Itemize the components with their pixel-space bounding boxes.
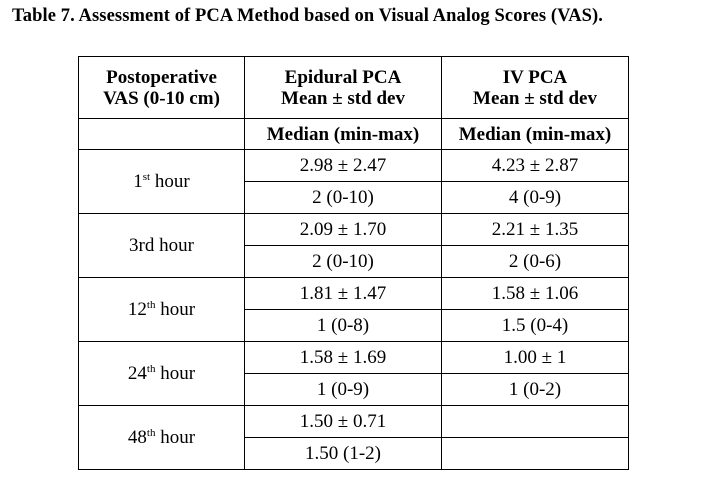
time-cell: 3rd hour — [78, 213, 245, 278]
epidural-median-cell: 1.50 (1-2) — [244, 437, 442, 470]
header-epidural: Epidural PCA Mean ± std dev — [244, 56, 442, 119]
epidural-mean-cell: 1.50 ± 0.71 — [244, 405, 442, 438]
time-unit: hour — [155, 299, 196, 320]
table-row: 24th hour 1.58 ± 1.69 1.00 ± 1 — [78, 341, 629, 406]
subheader-row: Median (min-max) Median (min-max) — [78, 118, 629, 150]
iv-mean-cell: 1.00 ± 1 — [441, 341, 629, 374]
epidural-median-cell: 2 (0-10) — [244, 245, 442, 278]
iv-median-cell: 4 (0-9) — [441, 181, 629, 214]
time-number: 1 — [133, 171, 143, 192]
table-row: 1.50 (1-2) — [79, 437, 629, 470]
subheader-iv-median: Median (min-max) — [441, 118, 629, 150]
time-ordinal: th — [146, 299, 156, 311]
time-ordinal: th — [146, 427, 156, 439]
table-row: 2 (0-10) 4 (0-9) — [79, 181, 629, 214]
header-row: Postoperative VAS (0-10 cm) Epidural PCA… — [78, 56, 629, 119]
epidural-mean-cell: 1.81 ± 1.47 — [244, 277, 442, 310]
header-epidural-line1: Epidural PCA — [284, 66, 402, 88]
header-epidural-line2: Mean ± std dev — [281, 87, 405, 109]
header-postoperative-line2: VAS (0-10 cm) — [103, 87, 220, 109]
header-iv-line1: IV PCA — [502, 66, 568, 88]
iv-median-cell: 1 (0-2) — [441, 373, 629, 406]
iv-mean-cell: 4.23 ± 2.87 — [441, 149, 629, 182]
table-row: 1 (0-8) 1.5 (0-4) — [79, 309, 629, 342]
table-caption: Table 7. Assessment of PCA Method based … — [12, 6, 604, 26]
time-number: 12 — [127, 299, 147, 320]
time-number: 3rd — [129, 235, 155, 256]
time-unit: hour — [154, 235, 194, 256]
time-unit: hour — [150, 171, 190, 192]
table-row: 12th hour 1.81 ± 1.47 1.58 ± 1.06 — [78, 277, 629, 342]
iv-median-cell: 2 (0-6) — [441, 245, 629, 278]
header-postoperative: Postoperative VAS (0-10 cm) — [78, 56, 245, 119]
iv-mean-cell: 2.21 ± 1.35 — [441, 213, 629, 246]
header-postoperative-line1: Postoperative — [106, 66, 217, 88]
subheader-epidural-median: Median (min-max) — [244, 118, 442, 150]
time-cell: 1st hour — [78, 149, 245, 214]
subheader-empty — [78, 118, 245, 150]
epidural-mean-cell: 2.98 ± 2.47 — [244, 149, 442, 182]
time-cell: 48th hour — [78, 405, 245, 470]
table-row: 1st hour 2.98 ± 2.47 4.23 ± 2.87 — [78, 149, 629, 214]
header-iv-line2: Mean ± std dev — [473, 87, 597, 109]
time-ordinal: st — [142, 171, 151, 183]
epidural-mean-cell: 1.58 ± 1.69 — [244, 341, 442, 374]
epidural-median-cell: 1 (0-9) — [244, 373, 442, 406]
iv-median-cell — [441, 437, 629, 470]
time-unit: hour — [155, 363, 196, 384]
epidural-mean-cell: 2.09 ± 1.70 — [244, 213, 442, 246]
time-unit: hour — [155, 427, 196, 448]
iv-median-cell: 1.5 (0-4) — [441, 309, 629, 342]
table-row: 3rd hour 2.09 ± 1.70 2.21 ± 1.35 — [78, 213, 629, 278]
epidural-median-cell: 1 (0-8) — [244, 309, 442, 342]
epidural-median-cell: 2 (0-10) — [244, 181, 442, 214]
time-cell: 12th hour — [78, 277, 245, 342]
time-number: 48 — [127, 427, 147, 448]
time-cell: 24th hour — [78, 341, 245, 406]
vas-table: Postoperative VAS (0-10 cm) Epidural PCA… — [78, 56, 629, 470]
header-iv: IV PCA Mean ± std dev — [441, 56, 629, 119]
table-row: 2 (0-10) 2 (0-6) — [79, 245, 629, 278]
iv-mean-cell: 1.58 ± 1.06 — [441, 277, 629, 310]
time-number: 24 — [127, 363, 147, 384]
time-ordinal: th — [146, 363, 156, 375]
table-row: 48th hour 1.50 ± 0.71 — [78, 405, 629, 470]
iv-mean-cell — [441, 405, 629, 438]
